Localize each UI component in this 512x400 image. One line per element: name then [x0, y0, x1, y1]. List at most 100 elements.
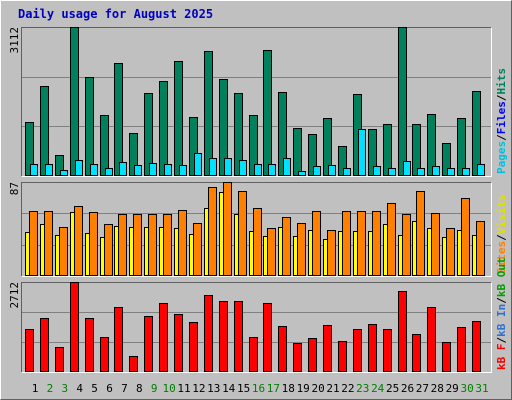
- legend-entry: Sites: [495, 241, 508, 274]
- bar: [204, 295, 213, 372]
- legend: Sites/Visits: [495, 195, 508, 275]
- panel-bevel-light: [21, 282, 492, 373]
- legend-entry: kB Out: [495, 257, 508, 297]
- bar: [249, 115, 258, 176]
- bar: [74, 206, 83, 276]
- x-tick-label: 17: [267, 382, 280, 395]
- bar: [179, 165, 187, 176]
- bar: [282, 217, 291, 276]
- legend-entry: Visits: [495, 195, 508, 235]
- bar: [442, 143, 451, 176]
- bar: [373, 166, 381, 176]
- bar: [238, 191, 247, 276]
- x-tick-label: 23: [356, 382, 369, 395]
- bar: [85, 77, 94, 176]
- legend-entry: Pages: [495, 141, 508, 174]
- bar: [461, 198, 470, 276]
- bar: [462, 168, 470, 176]
- bar: [224, 158, 232, 176]
- bar: [432, 166, 440, 176]
- bar: [159, 303, 168, 372]
- bar: [194, 153, 202, 176]
- x-tick-label: 15: [237, 382, 250, 395]
- bar: [477, 164, 485, 176]
- x-tick-label: 20: [311, 382, 324, 395]
- bar: [383, 124, 392, 176]
- bar: [267, 228, 276, 276]
- panel-bevel-light: [21, 182, 492, 277]
- bar: [89, 212, 98, 276]
- bar: [447, 168, 455, 176]
- bar: [148, 214, 157, 276]
- legend-entry: Files: [495, 101, 508, 134]
- bar: [45, 164, 53, 176]
- bar: [144, 93, 153, 176]
- legend-entry: Hits: [495, 68, 508, 95]
- panel-bevel-dark: [21, 27, 492, 177]
- bar: [189, 117, 198, 176]
- x-tick-label: 1: [32, 382, 39, 395]
- bar: [114, 307, 123, 372]
- bar: [253, 208, 262, 276]
- bar: [219, 79, 228, 176]
- x-tick-label: 27: [416, 382, 429, 395]
- x-tick-label: 6: [106, 382, 113, 395]
- bar: [312, 211, 321, 276]
- legend-separator: /: [495, 234, 508, 241]
- bar: [412, 334, 421, 372]
- bar: [249, 337, 258, 372]
- x-tick-label: 21: [326, 382, 339, 395]
- bar: [417, 168, 425, 176]
- x-tick-label: 7: [121, 382, 128, 395]
- bar: [30, 164, 38, 176]
- bar: [178, 210, 187, 276]
- bar: [342, 211, 351, 276]
- x-tick-label: 3: [61, 382, 68, 395]
- x-tick-label: 5: [91, 382, 98, 395]
- legend-separator: /: [495, 134, 508, 141]
- legend-entry: kB In: [495, 304, 508, 337]
- x-tick-label: 12: [192, 382, 205, 395]
- bar: [114, 63, 123, 176]
- bar: [263, 50, 272, 176]
- bar: [402, 214, 411, 276]
- bar: [44, 211, 53, 276]
- x-tick-label: 9: [151, 382, 158, 395]
- bar: [268, 164, 276, 176]
- bar: [293, 128, 302, 176]
- bar: [59, 227, 68, 276]
- legend-separator: /: [495, 94, 508, 101]
- bar: [368, 324, 377, 372]
- bar: [412, 124, 421, 176]
- y-tick-label: 87: [8, 182, 21, 195]
- bar: [159, 81, 168, 176]
- bar: [298, 171, 306, 176]
- x-tick-label: 26: [401, 382, 414, 395]
- bar: [163, 214, 172, 276]
- bar: [358, 129, 366, 176]
- chart-title: Daily usage for August 2025: [18, 7, 213, 21]
- bar: [328, 165, 336, 176]
- bar: [129, 133, 138, 176]
- bar: [25, 329, 34, 372]
- bar: [100, 337, 109, 372]
- x-tick-label: 2: [47, 382, 54, 395]
- bar: [60, 170, 68, 176]
- bar: [100, 115, 109, 176]
- x-tick-label: 10: [162, 382, 175, 395]
- bar: [323, 325, 332, 372]
- bar: [25, 122, 34, 176]
- bar: [234, 301, 243, 372]
- bar: [219, 301, 228, 372]
- bar: [223, 182, 232, 276]
- bar: [239, 160, 247, 176]
- bar: [263, 303, 272, 372]
- y-tick-label: 2712: [8, 282, 21, 309]
- bar: [55, 347, 64, 372]
- bar: [134, 165, 142, 176]
- x-tick-label: 4: [76, 382, 83, 395]
- bar: [104, 224, 113, 276]
- bar: [144, 316, 153, 372]
- legend: kB F/kB In/kB Out: [495, 257, 508, 370]
